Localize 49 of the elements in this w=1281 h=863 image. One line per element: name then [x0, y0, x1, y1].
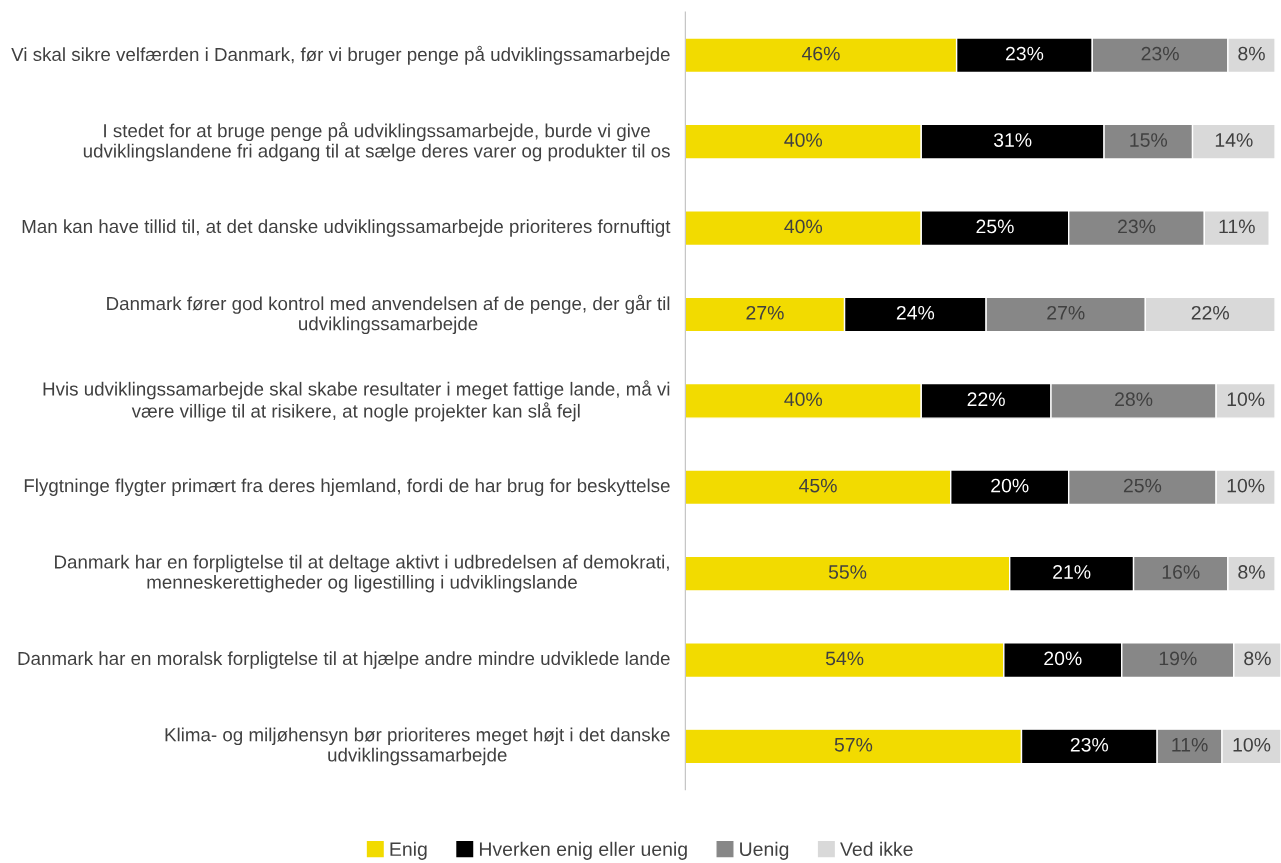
data-label: 31% — [993, 133, 1032, 147]
data-label: 22% — [1191, 305, 1229, 320]
y-tick-label: Klima- og miljøhensyn bør prioriteres meget højt i det danske udviklingssamarbejde — [165, 727, 670, 766]
legend-label: Uenig — [740, 841, 789, 860]
data-label: 16% — [1162, 565, 1200, 579]
data-label: 54% — [825, 651, 864, 666]
data-label: 14% — [1215, 133, 1253, 147]
data-label: 22% — [967, 392, 1005, 407]
data-label: 27% — [1047, 305, 1085, 320]
data-label: 10% — [1227, 392, 1265, 407]
y-tick-label: Hvis udviklingssamarbejde skal skabe resultater i meget fattige lande, må vi være villige til at risikere, at nogle projekter kan slå fejl — [43, 380, 670, 422]
y-tick-label: Flygtninge flygter primært fra deres hjemland, fordi de har brug for beskyttelse — [24, 478, 670, 496]
data-label: 11% — [1219, 219, 1255, 234]
data-label: 15% — [1130, 133, 1168, 147]
data-label: 19% — [1159, 651, 1197, 666]
data-label: 8% — [1238, 565, 1265, 579]
data-label: 24% — [896, 305, 935, 320]
data-label: 45% — [799, 478, 837, 493]
data-label: 11% — [1172, 737, 1208, 752]
data-label: 25% — [1123, 478, 1162, 493]
data-label: 40% — [784, 133, 823, 147]
data-label: 25% — [976, 219, 1014, 234]
data-label: 20% — [991, 478, 1029, 493]
data-label: 23% — [1070, 737, 1109, 752]
data-label: 10% — [1227, 478, 1265, 493]
y-tick-label: Man kan have tillid til, at det danske udviklingssamarbejde prioriteres fornuftigt — [22, 219, 671, 237]
data-label: 23% — [1005, 46, 1044, 61]
data-label: 27% — [746, 305, 784, 320]
data-label: 8% — [1244, 651, 1271, 666]
legend-label: Hverken enig eller uenig — [479, 841, 687, 860]
data-label: 21% — [1053, 565, 1091, 579]
data-label: 46% — [801, 46, 840, 61]
data-label: 40% — [784, 219, 823, 234]
data-label: 40% — [784, 392, 823, 407]
data-label: 55% — [828, 565, 867, 579]
y-tick-label: Danmark har en moralsk forpligtelse til at hjælpe andre mindre udviklede lande — [18, 651, 670, 669]
y-tick-label: Vi skal sikre velfærden i Danmark, før vi bruger penge på udviklingssamarbejde — [11, 45, 670, 65]
data-label: 8% — [1238, 46, 1265, 61]
data-label: 23% — [1118, 219, 1156, 234]
y-tick-label: I stedet for at bruge penge på udviklingssamarbejde, burde vi give udviklingslandene fri adgang til at sælge deres varer og produkter til os — [83, 122, 670, 162]
legend-label: Ved ikke — [840, 841, 913, 857]
data-label: 28% — [1115, 392, 1153, 407]
data-label: 10% — [1233, 737, 1271, 752]
y-tick-label: Danmark fører god kontrol med anvendelsen af de penge, der går til udviklingssamarbejde — [107, 294, 670, 335]
data-label: 20% — [1044, 651, 1082, 666]
legend-label: Enig — [390, 841, 427, 860]
y-tick-label: Danmark har en forpligtelse til at deltage aktivt i udbredelsen af demokrati, menneskerettigheder og ligestilling i udviklingslande — [55, 554, 669, 593]
data-label: 23% — [1141, 46, 1179, 61]
data-label: 57% — [834, 737, 873, 752]
